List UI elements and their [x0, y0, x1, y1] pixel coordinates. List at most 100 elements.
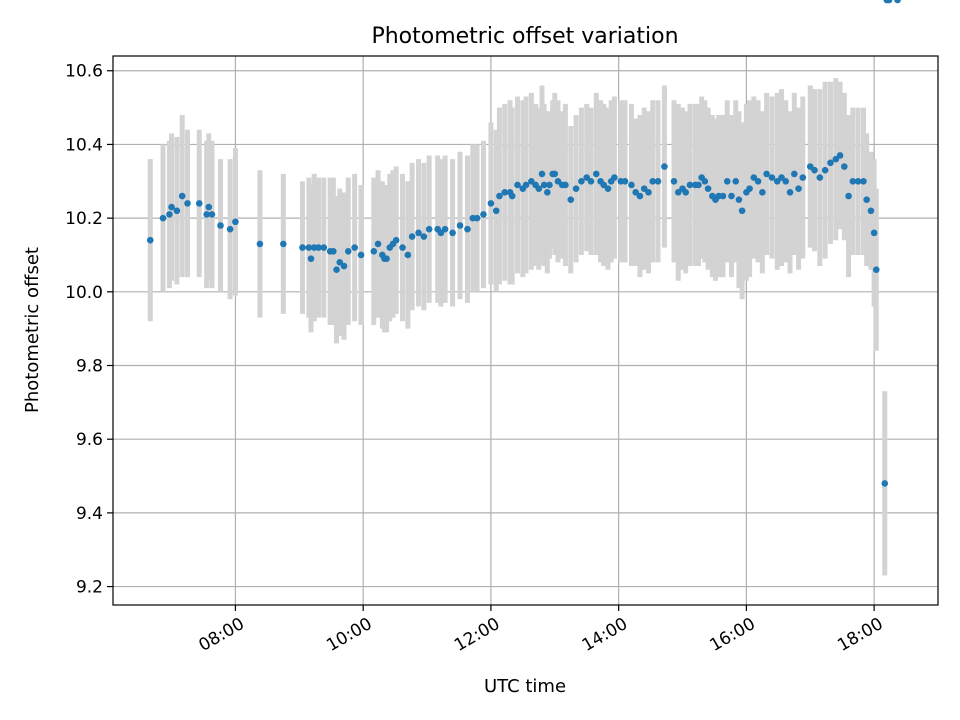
data-point: [654, 177, 662, 185]
data-point: [425, 225, 433, 233]
data-point: [168, 203, 175, 211]
data-point: [195, 200, 203, 207]
data-point: [782, 177, 790, 185]
data-point: [854, 177, 862, 185]
data-point: [583, 174, 591, 181]
x-tick-label: 18:00: [834, 614, 886, 656]
data-point: [587, 177, 595, 185]
data-point: [208, 211, 216, 218]
data-point: [330, 247, 337, 255]
data-point: [728, 192, 735, 200]
data-point: [701, 177, 709, 185]
data-point: [184, 200, 191, 207]
data-point: [508, 192, 516, 200]
data-point: [437, 229, 445, 237]
data-point: [773, 177, 781, 185]
data-point: [860, 177, 867, 185]
data-point: [217, 222, 224, 229]
data-point: [754, 177, 762, 185]
data-point: [806, 163, 814, 170]
data-point: [357, 251, 365, 259]
data-point: [320, 244, 328, 251]
data-point: [415, 229, 422, 237]
data-point: [408, 233, 416, 240]
data-point: [551, 170, 559, 178]
data-point: [645, 189, 652, 196]
data-point: [522, 181, 530, 189]
y-tick-label: 10.4: [65, 135, 103, 155]
data-point: [670, 177, 678, 185]
y-tick-label: 10.2: [65, 209, 103, 229]
data-point: [661, 163, 668, 170]
data-point: [280, 240, 287, 248]
data-point: [572, 185, 580, 192]
data-point: [872, 266, 880, 274]
data-point: [528, 177, 535, 185]
data-point: [420, 233, 428, 240]
data-point: [704, 185, 712, 192]
data-point: [535, 185, 543, 192]
data-point: [790, 170, 798, 178]
axis-ticks: 08:00 10:00 12:00 14:00 16:00 18:00 9.2 9.4 9.6 9…: [65, 62, 886, 656]
data-point: [723, 177, 731, 185]
data-point: [203, 211, 210, 218]
data-point: [344, 247, 352, 255]
data-point: [894, 0, 901, 4]
data-point: [487, 200, 495, 207]
data-point: [333, 266, 340, 274]
data-point: [351, 244, 358, 251]
data-point: [146, 236, 154, 244]
data-point: [746, 185, 753, 192]
data-point: [554, 177, 562, 185]
data-point: [863, 196, 870, 203]
data-point: [836, 152, 844, 159]
data-point: [578, 177, 585, 185]
data-point: [514, 181, 521, 189]
data-point: [374, 240, 382, 248]
data-point: [178, 192, 186, 200]
data-point: [464, 225, 471, 233]
data-point: [600, 181, 608, 189]
data-point: [256, 240, 264, 248]
data-point: [159, 214, 167, 222]
data-point: [841, 163, 848, 170]
data-point: [867, 207, 875, 215]
data-point: [340, 262, 348, 270]
chart-title: Photometric offset variation: [371, 24, 678, 49]
data-point: [305, 244, 313, 251]
data-point: [682, 189, 690, 196]
data-point: [832, 155, 840, 163]
y-tick-label: 9.6: [76, 430, 103, 450]
data-point: [538, 170, 546, 178]
data-point: [845, 192, 852, 200]
data-point: [674, 189, 682, 196]
data-point: [649, 177, 657, 185]
data-point: [816, 174, 824, 181]
data-point: [621, 177, 629, 185]
data-point: [315, 244, 322, 251]
data-point: [738, 207, 746, 215]
data-point: [307, 255, 315, 262]
data-point: [480, 211, 487, 218]
data-point: [383, 255, 390, 262]
data-point: [232, 218, 239, 226]
data-point: [473, 214, 481, 222]
data-point: [449, 229, 456, 237]
data-point: [632, 189, 639, 196]
data-point: [695, 181, 702, 189]
data-point: [768, 174, 776, 181]
data-point: [795, 185, 802, 192]
data-point: [811, 166, 818, 174]
data-point: [496, 192, 503, 200]
data-point: [173, 207, 181, 215]
data-point: [336, 259, 344, 266]
data-point: [778, 174, 785, 181]
data-point: [404, 251, 412, 259]
data-point: [719, 192, 727, 200]
x-tick-label: 08:00: [195, 614, 247, 656]
data-point: [686, 181, 694, 189]
data-point: [611, 174, 618, 181]
data-point: [636, 192, 644, 200]
y-tick-label: 9.2: [76, 578, 103, 598]
data-point: [441, 225, 449, 233]
